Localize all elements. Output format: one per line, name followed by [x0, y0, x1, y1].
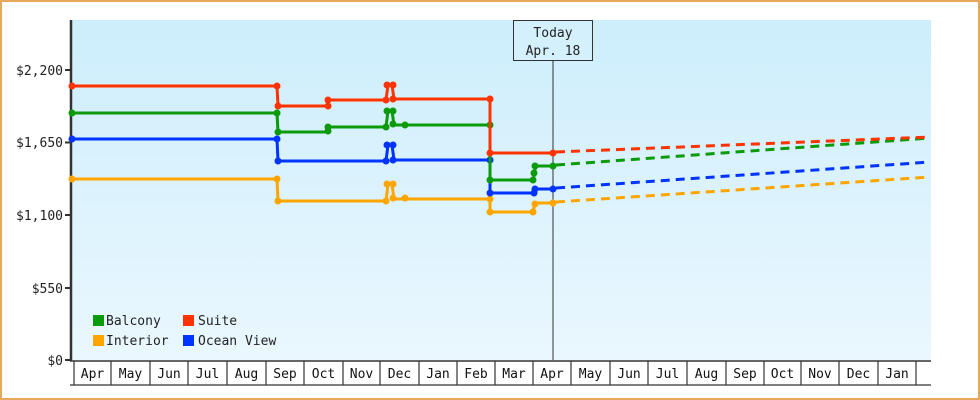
- legend-label: Suite: [198, 314, 237, 329]
- suite-swatch-icon: [183, 315, 194, 326]
- y-tick-label: $1,650: [16, 136, 63, 151]
- today-label: Today: [533, 26, 572, 41]
- y-tick-label: $0: [47, 354, 63, 369]
- today-callout: Today Apr. 18: [513, 20, 593, 61]
- month-label: Jan: [426, 367, 449, 382]
- legend-item-suite: Suite: [183, 314, 237, 329]
- month-label: Sep: [733, 367, 757, 382]
- month-label: Apr: [540, 367, 564, 382]
- month-label: Jun: [157, 367, 180, 382]
- interior-swatch-icon: [93, 335, 104, 346]
- month-label: Nov: [808, 367, 832, 382]
- month-label: Dec: [388, 367, 411, 382]
- legend-label: Interior: [106, 334, 169, 349]
- month-label: May: [119, 367, 143, 382]
- month-label: Aug: [235, 367, 258, 382]
- month-label: Oct: [312, 367, 335, 382]
- x-axis-months: Apr May Jun Jul Aug Sep Oct Nov Dec Jan …: [70, 360, 931, 386]
- legend-item-interior: Interior: [93, 334, 169, 349]
- month-label: Feb: [464, 367, 488, 382]
- legend: Balcony Suite Interior Ocean View: [93, 314, 276, 349]
- y-tick-label: $2,200: [16, 64, 63, 79]
- series-balcony-points: [68, 107, 557, 184]
- plot-area: [72, 20, 931, 360]
- legend-label: Balcony: [106, 314, 161, 329]
- y-tick-label: $550: [32, 282, 63, 297]
- month-label: Jul: [196, 367, 219, 382]
- legend-label: Ocean View: [198, 334, 276, 349]
- month-label: Aug: [695, 367, 718, 382]
- month-label: Dec: [847, 367, 870, 382]
- y-ticks: $2,200 $1,650 $1,100 $550 $0: [16, 64, 71, 369]
- month-label: Apr: [81, 367, 105, 382]
- series-interior-points: [68, 175, 557, 216]
- ocean-view-swatch-icon: [183, 335, 194, 346]
- month-label: Oct: [771, 367, 794, 382]
- y-tick-label: $1,100: [16, 209, 63, 224]
- legend-item-balcony: Balcony: [93, 314, 161, 329]
- month-label: Jul: [656, 367, 679, 382]
- month-label: Nov: [350, 367, 374, 382]
- today-date: Apr. 18: [526, 44, 581, 59]
- series-suite-points: [68, 81, 557, 157]
- legend-item-ocean-view: Ocean View: [183, 334, 276, 349]
- month-label: Mar: [502, 367, 526, 382]
- series-ocean-view-points: [68, 135, 557, 197]
- month-label: Jan: [885, 367, 908, 382]
- month-label: May: [579, 367, 603, 382]
- month-label: Jun: [617, 367, 640, 382]
- balcony-swatch-icon: [93, 315, 104, 326]
- month-label: Sep: [273, 367, 297, 382]
